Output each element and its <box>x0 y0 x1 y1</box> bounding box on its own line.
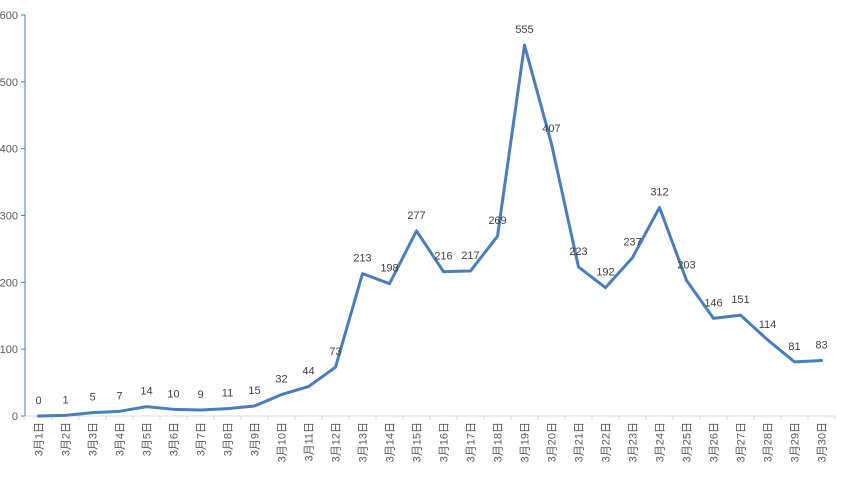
data-label: 9 <box>197 389 203 401</box>
data-label: 1 <box>62 394 68 406</box>
data-label: 11 <box>222 388 233 400</box>
data-label: 5 <box>89 392 95 404</box>
x-tick-label: 3月6日 <box>169 422 181 456</box>
x-tick-label: 3月9日 <box>250 422 262 456</box>
y-tick-label: 200 <box>0 277 18 289</box>
x-tick-label: 3月30日 <box>817 422 829 462</box>
data-label: 192 <box>596 267 614 279</box>
data-label: 14 <box>140 386 152 398</box>
x-tick-label: 3月19日 <box>520 422 532 462</box>
x-tick-label: 3月14日 <box>385 422 397 462</box>
x-tick-label: 3月21日 <box>574 422 586 462</box>
data-label: 151 <box>731 294 749 306</box>
data-label: 81 <box>788 341 800 353</box>
data-label: 73 <box>329 346 341 358</box>
y-tick-label: 0 <box>12 411 18 423</box>
data-label: 269 <box>488 215 506 227</box>
x-tick-label: 3月20日 <box>547 422 559 462</box>
axes <box>21 14 836 420</box>
data-label: 213 <box>353 253 371 265</box>
x-tick-label: 3月10日 <box>277 422 289 462</box>
y-tick-label: 100 <box>0 344 18 356</box>
data-label: 555 <box>515 24 533 36</box>
data-label: 216 <box>434 251 452 263</box>
data-label: 83 <box>815 340 827 352</box>
data-label: 203 <box>677 259 695 271</box>
y-tick-label: 300 <box>0 211 18 223</box>
data-label: 44 <box>302 366 314 378</box>
data-label: 114 <box>759 319 777 331</box>
x-tick-label: 3月1日 <box>34 422 46 456</box>
data-label: 146 <box>704 297 722 309</box>
x-tick-label: 3月4日 <box>115 422 127 456</box>
y-tick-label: 600 <box>0 10 18 22</box>
x-tick-label: 3月12日 <box>331 422 343 462</box>
data-label: 237 <box>623 237 641 249</box>
data-label: 7 <box>116 390 122 402</box>
data-label: 277 <box>407 210 425 222</box>
x-tick-label: 3月13日 <box>358 422 370 462</box>
data-label: 32 <box>275 374 287 386</box>
x-tick-label: 3月7日 <box>196 422 208 456</box>
y-tick-labels: 0 100 200 300 400 500 600 <box>0 10 18 423</box>
x-tick-label: 3月26日 <box>709 422 721 462</box>
x-tick-label: 3月22日 <box>601 422 613 462</box>
x-tick-label: 3月27日 <box>736 422 748 462</box>
x-tick-label: 3月16日 <box>439 422 451 462</box>
x-tick-label: 3月25日 <box>682 422 694 462</box>
series-line <box>37 43 823 418</box>
data-label: 15 <box>248 385 260 397</box>
data-label: 312 <box>650 186 668 198</box>
data-label: 407 <box>542 123 560 135</box>
x-tick-label: 3月8日 <box>223 422 235 456</box>
x-tick-label: 3月28日 <box>763 422 775 462</box>
x-tick-labels: 3月1日 3月2日 3月3日 3月4日 3月5日 3月6日 3月7日 3月8日 3月9日 3月10… <box>34 422 829 462</box>
y-tick-label: 500 <box>0 77 18 89</box>
x-tick-label: 3月18日 <box>493 422 505 462</box>
x-tick-label: 3月15日 <box>412 422 424 462</box>
series <box>37 43 823 418</box>
data-label: 10 <box>167 388 179 400</box>
data-label: 0 <box>35 395 41 407</box>
data-label: 223 <box>569 246 587 258</box>
x-tick-label: 3月5日 <box>142 422 154 456</box>
x-tick-label: 3月29日 <box>790 422 802 462</box>
x-tick-label: 3月17日 <box>466 422 478 462</box>
x-tick-label: 3月23日 <box>628 422 640 462</box>
data-label: 198 <box>380 263 398 275</box>
y-tick-label: 400 <box>0 144 18 156</box>
x-tick-label: 3月2日 <box>61 422 73 456</box>
x-tick-label: 3月11日 <box>304 422 316 462</box>
data-label: 217 <box>461 250 479 262</box>
x-tick-label: 3月24日 <box>655 422 667 462</box>
x-tick-label: 3月3日 <box>88 422 100 456</box>
